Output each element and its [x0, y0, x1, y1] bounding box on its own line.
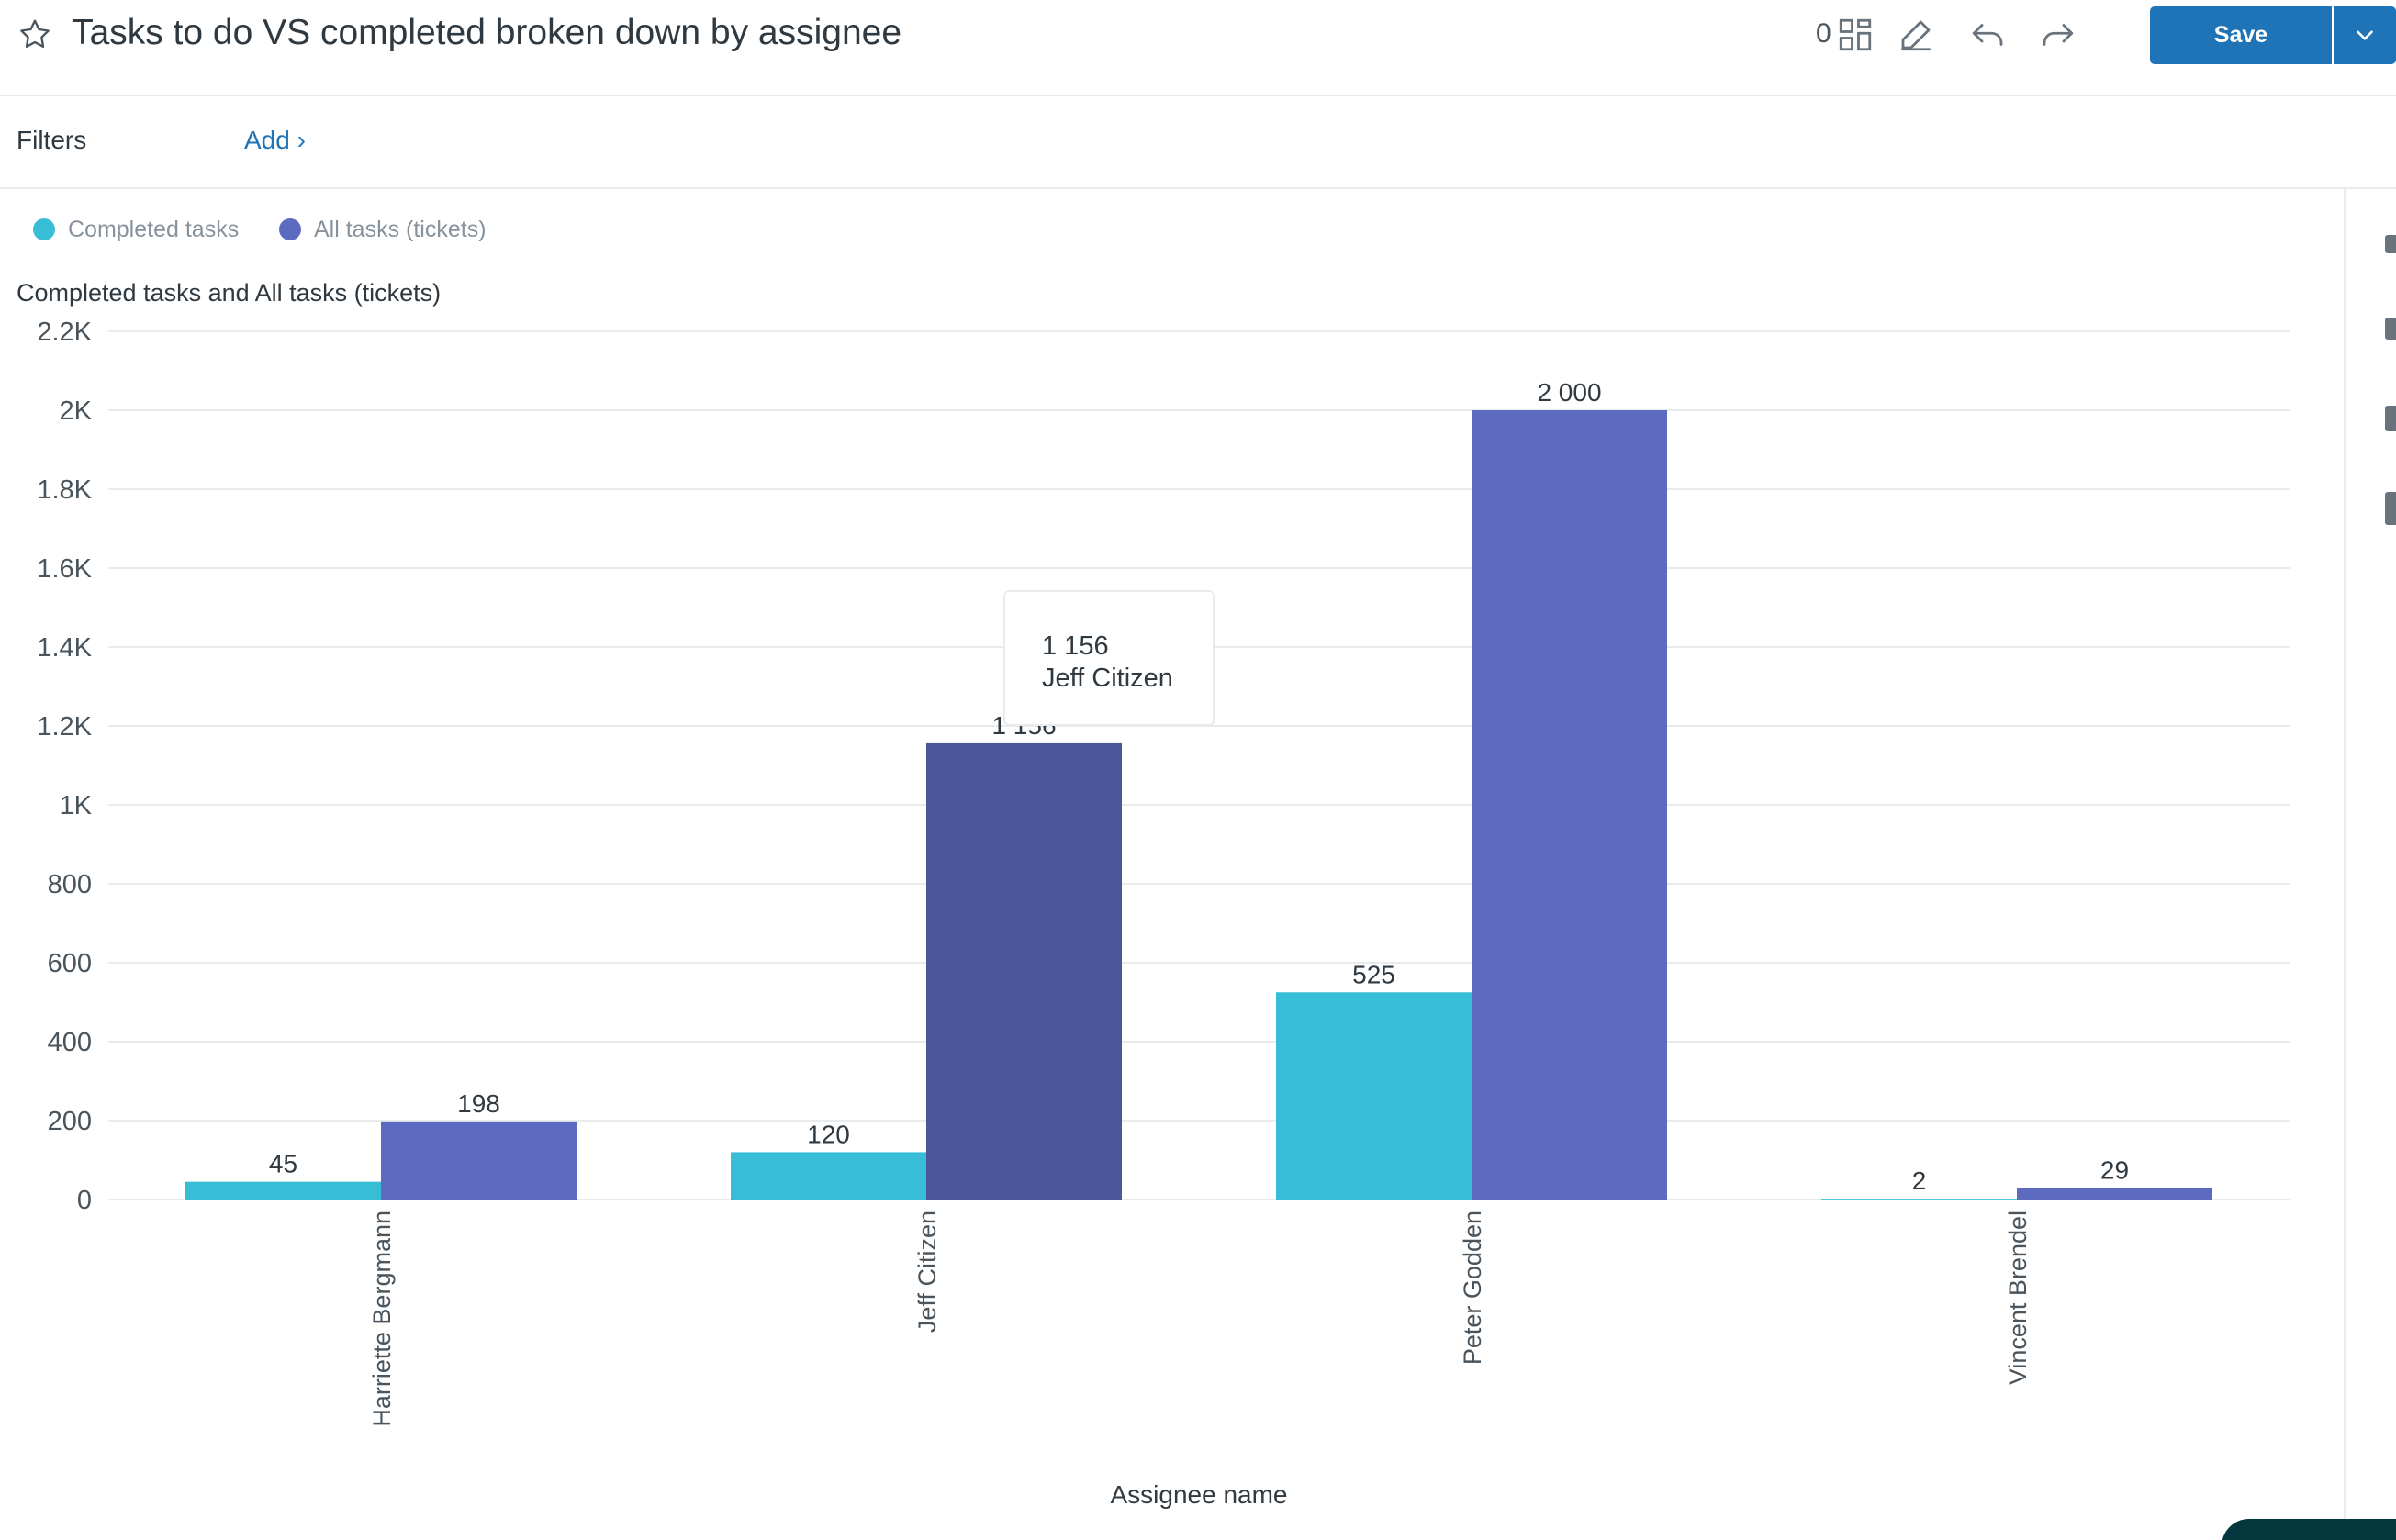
filters-label: Filters — [17, 126, 87, 154]
page-title: Tasks to do VS completed broken down by … — [72, 13, 902, 52]
redo-icon[interactable] — [2038, 16, 2077, 54]
legend-dot-all-tasks — [279, 218, 301, 240]
y-tick-label: 0 — [77, 1186, 92, 1215]
widget-count: 0 — [1816, 18, 1831, 49]
bar-all-tasks[interactable] — [381, 1121, 577, 1200]
bar-completed[interactable] — [1821, 1199, 2017, 1200]
bar-value-labels: 45 198 120 1 156 525 2 000 2 29 — [269, 378, 2129, 1195]
x-category-label: Jeff Citizen — [913, 1211, 941, 1333]
y-tick-label: 400 — [48, 1028, 92, 1057]
bar-all-tasks[interactable] — [926, 742, 1122, 1200]
x-axis-label: Assignee name — [1110, 1480, 1287, 1509]
save-button[interactable]: Save — [2150, 6, 2332, 64]
y-tick-label: 1.8K — [37, 475, 92, 505]
right-panel — [2344, 189, 2396, 1540]
help-button[interactable] — [2222, 1519, 2396, 1540]
x-category-label: Vincent Brendel — [2004, 1211, 2032, 1385]
grid-icon[interactable] — [1836, 16, 1875, 54]
chevron-down-icon — [2357, 30, 2373, 40]
chart-tooltip: 1 156 Jeff Citizen — [1003, 590, 1215, 726]
y-tick-label: 600 — [48, 949, 92, 978]
x-category-label: Harriette Bergmann — [368, 1211, 396, 1427]
bar-all-tasks[interactable] — [2017, 1188, 2212, 1200]
bar-value-label: 525 — [1352, 960, 1395, 988]
bar-completed[interactable] — [185, 1181, 381, 1200]
x-category-label: Peter Godden — [1459, 1211, 1486, 1365]
filters-bar: Filters Add › — [0, 96, 2396, 189]
y-axis-ticks: 0 200 400 600 800 1K 1.2K 1.4K 1.6K 1.8K 2K 2.2K — [37, 318, 92, 1215]
bar-value-label: 198 — [457, 1089, 500, 1118]
legend-dot-completed — [33, 218, 55, 240]
bar-value-label: 45 — [269, 1150, 297, 1178]
bar-all-tasks[interactable] — [1472, 410, 1667, 1200]
tooltip-category: Jeff Citizen — [1042, 664, 1173, 693]
legend-label-completed: Completed tasks — [68, 217, 240, 242]
panel-toggle-icon[interactable] — [2385, 235, 2396, 253]
bars — [185, 410, 2212, 1200]
y-tick-label: 2.2K — [37, 318, 92, 347]
chart-title: Completed tasks and All tasks (tickets) — [17, 279, 442, 307]
y-tick-label: 800 — [48, 870, 92, 899]
x-axis-categories: Harriette Bergmann Jeff Citizen Peter Godd… — [368, 1211, 2032, 1427]
bar-value-label: 2 000 — [1537, 378, 1601, 407]
y-tick-label: 1K — [60, 791, 93, 820]
panel-download-icon[interactable] — [2385, 406, 2396, 431]
y-tick-label: 1.2K — [37, 712, 92, 742]
y-tick-label: 1.4K — [37, 633, 92, 663]
panel-table-icon[interactable] — [2385, 492, 2396, 525]
bar-value-label: 2 — [1912, 1166, 1927, 1195]
grid-lines — [108, 330, 2290, 1200]
y-tick-label: 2K — [60, 396, 93, 426]
tooltip-value: 1 156 — [1042, 631, 1109, 661]
bar-value-label: 120 — [807, 1120, 850, 1148]
legend-label-all-tasks: All tasks (tickets) — [314, 217, 487, 242]
save-menu-button[interactable] — [2334, 6, 2396, 64]
panel-edit-icon[interactable] — [2385, 318, 2396, 340]
undo-icon[interactable] — [1969, 16, 2008, 54]
bar-completed[interactable] — [731, 1152, 926, 1200]
y-tick-label: 200 — [48, 1107, 92, 1136]
y-tick-label: 1.6K — [37, 554, 92, 584]
bar-completed[interactable] — [1276, 992, 1472, 1200]
bar-value-label: 29 — [2100, 1156, 2129, 1185]
report-header: Tasks to do VS completed broken down by … — [0, 0, 2396, 96]
edit-icon[interactable] — [1897, 16, 1935, 54]
add-filter-link[interactable]: Add › — [244, 126, 306, 154]
star-icon[interactable] — [17, 17, 53, 53]
